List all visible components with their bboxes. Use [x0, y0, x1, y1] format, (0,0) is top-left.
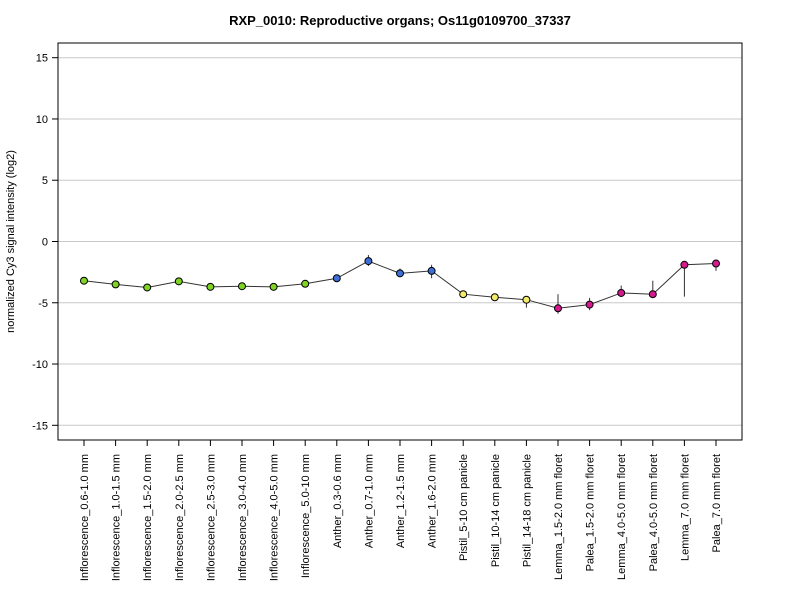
- x-tick-label: Lemma_7.0 mm floret: [679, 454, 691, 561]
- data-point: [427, 266, 436, 275]
- x-tick-label: Palea_4.0-5.0 mm floret: [648, 454, 660, 571]
- data-point: [143, 283, 152, 292]
- x-tick-label: Anther_0.3-0.6 mm: [332, 454, 344, 548]
- data-point: [585, 300, 594, 309]
- data-point: [269, 282, 278, 291]
- x-tick-label: Inflorescence_1.0-1.5 mm: [111, 454, 123, 581]
- x-tick-label: Inflorescence_3.0-4.0 mm: [237, 454, 249, 581]
- x-tick-label: Lemma_4.0-5.0 mm floret: [616, 454, 628, 580]
- data-point: [80, 276, 88, 285]
- x-tick-label: Anther_0.7-1.0 mm: [363, 454, 375, 548]
- data-point: [206, 282, 215, 291]
- x-tick-label: Palea_7.0 mm floret: [711, 454, 723, 552]
- x-axis: Inflorescence_0.6-1.0 mm Inflorescence_1.…: [79, 440, 723, 581]
- y-axis: -15 -10 -5 0 5 10 15: [32, 53, 58, 432]
- x-tick-label: Pistil_5-10 cm panicle: [458, 454, 470, 561]
- chart-title: RXP_0010: Reproductive organs; Os11g0109…: [229, 13, 571, 28]
- x-tick-label: Inflorescence_1.5-2.0 mm: [142, 454, 154, 581]
- x-tick-label: Inflorescence_4.0-5.0 mm: [269, 454, 281, 581]
- data-point: [111, 280, 120, 289]
- x-tick-label: Inflorescence_0.6-1.0 mm: [79, 454, 91, 581]
- x-tick-label: Pistil_10-14 cm panicle: [490, 454, 502, 567]
- y-tick-label: 0: [42, 237, 48, 249]
- data-point: [522, 295, 531, 304]
- data-point: [554, 304, 562, 313]
- data-point: [490, 293, 499, 302]
- data-point: [712, 259, 720, 268]
- data-point: [396, 269, 404, 278]
- x-tick-label: Palea_1.5-2.0 mm floret: [585, 454, 597, 571]
- x-tick-label: Inflorescence_5.0-10 mm: [300, 454, 312, 578]
- data-point: [459, 290, 468, 299]
- y-tick-label: -15: [32, 420, 48, 432]
- y-tick-label: 10: [36, 114, 48, 126]
- grid-lines: [58, 57, 742, 426]
- y-tick-label: -10: [32, 359, 48, 371]
- x-tick-label: Inflorescence_2.0-2.5 mm: [174, 454, 186, 581]
- y-tick-label: 15: [36, 53, 48, 65]
- y-tick-label: 5: [42, 175, 48, 187]
- data-point: [174, 277, 183, 286]
- data-point: [301, 279, 310, 288]
- data-points: [80, 257, 720, 313]
- data-point: [648, 290, 657, 299]
- x-tick-label: Inflorescence_2.5-3.0 mm: [205, 454, 217, 581]
- x-tick-label: Pistil_14-18 cm panicle: [521, 454, 533, 567]
- x-tick-label: Anther_1.2-1.5 mm: [395, 454, 407, 548]
- data-point: [364, 257, 373, 266]
- data-point: [617, 288, 626, 297]
- data-point: [238, 282, 246, 291]
- x-tick-label: Lemma_1.5-2.0 mm floret: [553, 454, 565, 580]
- data-point: [680, 260, 689, 269]
- data-point: [332, 274, 341, 283]
- y-tick-label: -5: [38, 298, 48, 310]
- x-tick-label: Anther_1.6-2.0 mm: [427, 454, 439, 548]
- y-axis-label: normalized Cy3 signal intensity (log2): [5, 150, 17, 333]
